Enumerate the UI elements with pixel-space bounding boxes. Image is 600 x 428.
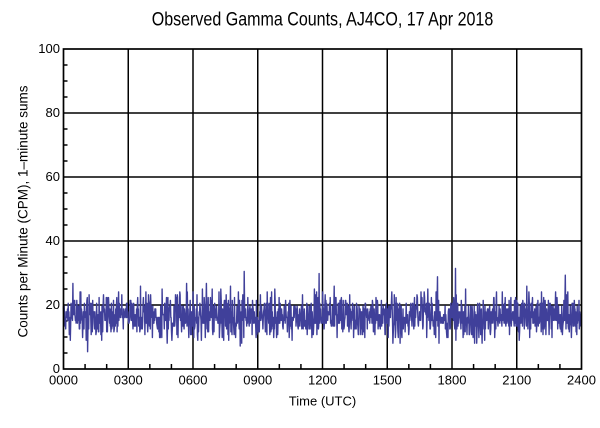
svg-text:1800: 1800 bbox=[438, 372, 467, 387]
svg-text:Time (UTC): Time (UTC) bbox=[289, 393, 356, 408]
svg-text:1200: 1200 bbox=[308, 372, 337, 387]
svg-text:Observed Gamma Counts, AJ4CO,: Observed Gamma Counts, AJ4CO, 17 Apr 201… bbox=[152, 8, 494, 30]
svg-text:1500: 1500 bbox=[373, 372, 402, 387]
svg-text:2400: 2400 bbox=[567, 372, 596, 387]
svg-text:40: 40 bbox=[46, 233, 60, 248]
svg-text:0300: 0300 bbox=[114, 372, 143, 387]
svg-text:20: 20 bbox=[46, 297, 60, 312]
svg-text:100: 100 bbox=[38, 41, 60, 56]
svg-text:80: 80 bbox=[46, 105, 60, 120]
svg-text:0: 0 bbox=[53, 361, 60, 376]
svg-text:0000: 0000 bbox=[49, 372, 78, 387]
svg-text:0600: 0600 bbox=[179, 372, 208, 387]
svg-text:Counts per Minute (CPM), 1–min: Counts per Minute (CPM), 1–minute sums bbox=[16, 85, 31, 337]
svg-text:2100: 2100 bbox=[502, 372, 531, 387]
svg-text:60: 60 bbox=[46, 169, 60, 184]
svg-text:0900: 0900 bbox=[243, 372, 272, 387]
